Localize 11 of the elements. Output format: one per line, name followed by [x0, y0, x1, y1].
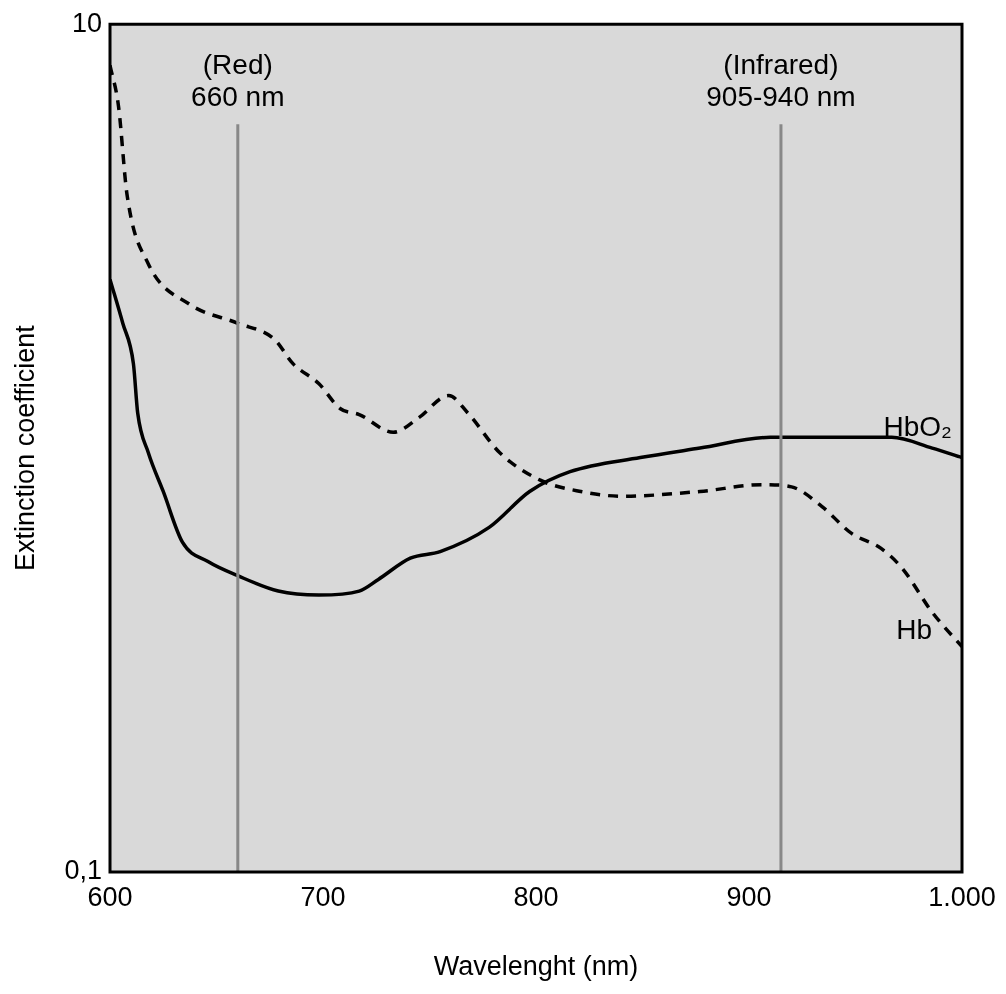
- series-label: Hb: [896, 613, 932, 645]
- x-tick-label: 700: [300, 881, 346, 912]
- ref-line-label: (Infrared) 905-940 nm: [706, 49, 856, 113]
- x-tick-label: 1.000: [928, 881, 996, 912]
- y-tick-label: 10: [71, 7, 102, 38]
- x-axis-title: Wavelenght (nm): [433, 951, 639, 982]
- y-axis-title: Extinction coefficient: [9, 324, 40, 571]
- series-label: HbO₂: [883, 410, 952, 442]
- x-tick-label: 800: [513, 881, 559, 912]
- x-tick-label: 900: [726, 881, 772, 912]
- ref-line-label: (Red) 660 nm: [191, 49, 285, 113]
